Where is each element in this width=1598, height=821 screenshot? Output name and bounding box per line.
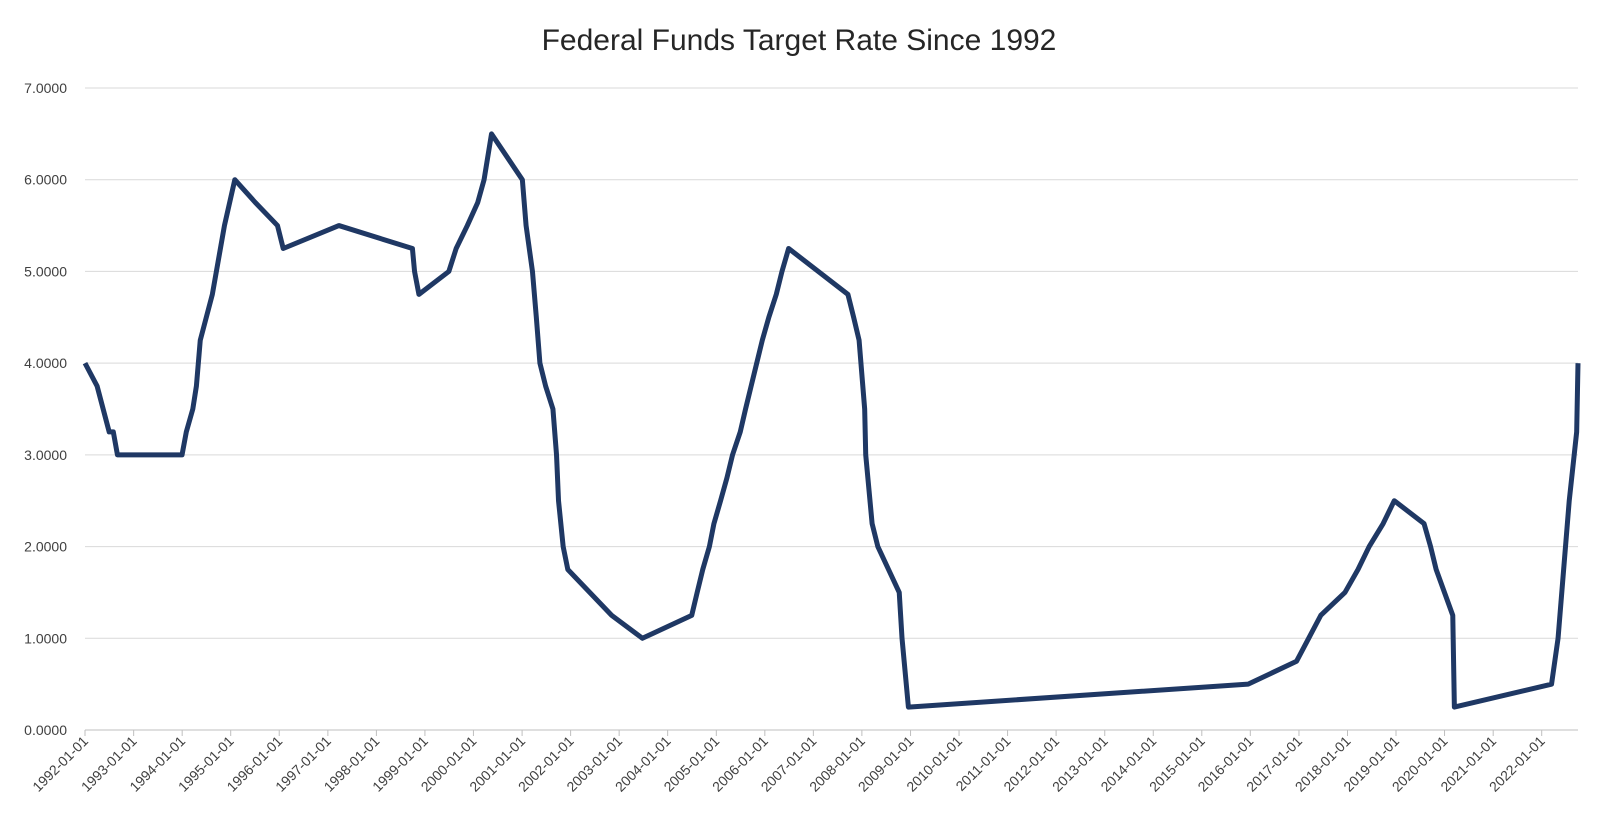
gridlines xyxy=(85,87,1578,639)
y-tick-label: 6.0000 xyxy=(24,172,67,188)
y-tick-label: 3.0000 xyxy=(24,447,67,463)
y-tick-label: 4.0000 xyxy=(24,355,67,371)
y-tick-label: 5.0000 xyxy=(24,263,67,279)
y-tick-label: 1.0000 xyxy=(24,630,67,646)
series-line xyxy=(82,131,1581,710)
chart-title: Federal Funds Target Rate Since 1992 xyxy=(542,24,1057,57)
series-layer xyxy=(82,131,1581,710)
y-tick-label: 7.0000 xyxy=(24,80,67,96)
y-axis: 0.0000 1.0000 2.0000 3.0000 4.0000 5.0000 6.00… xyxy=(24,80,67,738)
y-tick-label: 2.0000 xyxy=(24,539,67,555)
y-tick-label: 0.0000 xyxy=(24,722,67,738)
x-axis: 1992-01-011993-01-011994-01-011995-01-01… xyxy=(29,729,1578,795)
